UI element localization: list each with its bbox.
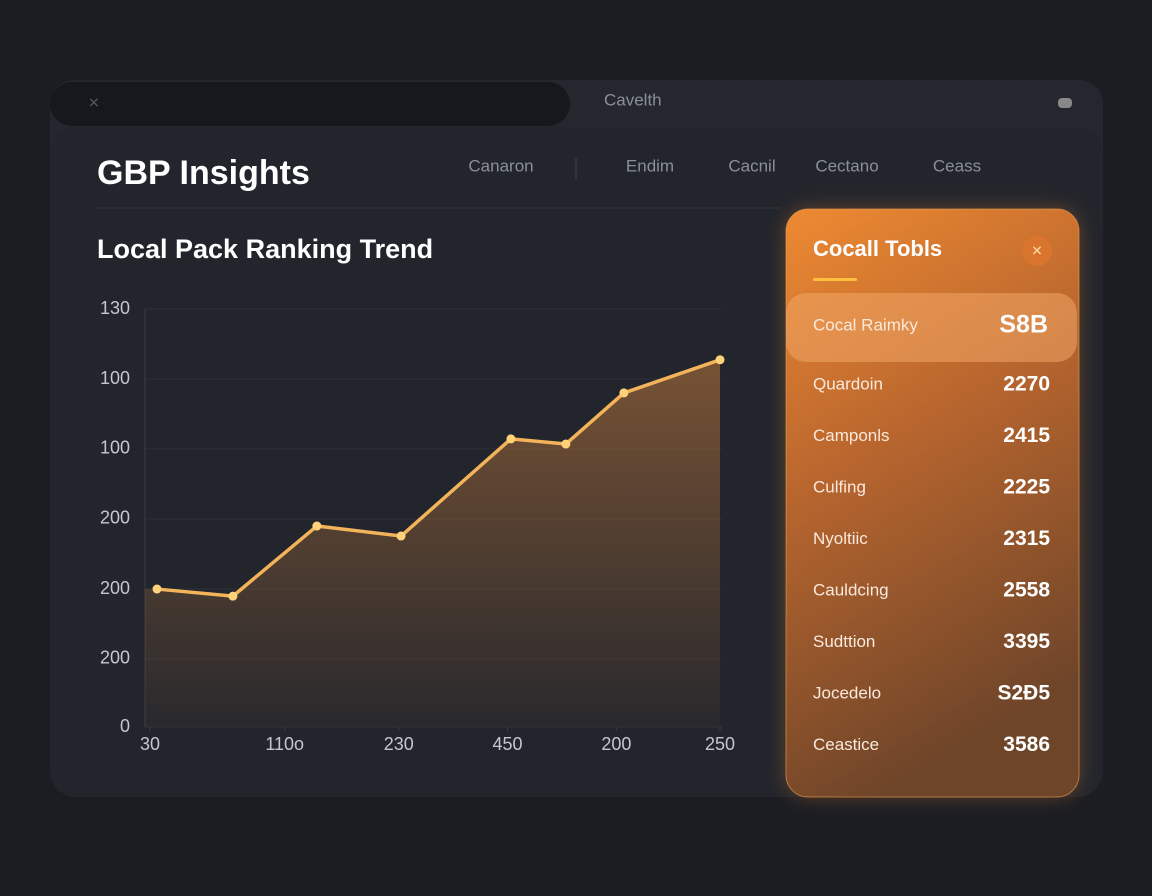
row-value: 2225 (1003, 476, 1050, 499)
x-tick-label: 110o (265, 734, 304, 754)
chart-title: Local Pack Ranking Trend (97, 234, 433, 264)
user-icon[interactable] (1058, 98, 1072, 108)
y-tick-label: 100 (100, 368, 130, 388)
row-name[interactable]: Camponls (813, 426, 890, 445)
point (152, 584, 162, 594)
row-name[interactable]: Cauldcing (813, 580, 889, 599)
x-tick-label: 230 (384, 734, 414, 754)
point (506, 434, 516, 444)
nav-item[interactable]: Endim (626, 156, 674, 175)
highlight-name: Cocal Raimky (813, 315, 918, 334)
close-icon: ✕ (1031, 243, 1043, 259)
row-name[interactable]: Quardoin (813, 374, 883, 393)
highlight-value: S8B (999, 311, 1048, 339)
close-button[interactable] (1022, 236, 1052, 266)
row-value: 2270 (1003, 373, 1050, 396)
area (145, 359, 720, 727)
point (715, 355, 725, 365)
row-value: 2415 (1003, 424, 1050, 447)
search-icon: ✕ (88, 95, 100, 111)
x-tick-label: 30 (140, 734, 160, 754)
nav-item[interactable]: Ceass (933, 156, 981, 175)
point (561, 439, 571, 449)
row-name[interactable]: Ceastice (813, 735, 879, 754)
panel-title: Cocall Tobls (813, 236, 942, 261)
nav-item[interactable]: Canaron (468, 156, 533, 175)
point (312, 521, 322, 531)
point (619, 388, 629, 398)
row-value: 2315 (1003, 527, 1050, 550)
point (396, 531, 406, 541)
point (228, 591, 238, 601)
x-tick-label: 450 (493, 734, 523, 754)
row-value: 2558 (1003, 579, 1050, 602)
x-tick-label: 200 (601, 734, 631, 754)
y-tick-label: 200 (100, 648, 130, 668)
rows: Quardoin 2270 Camponls 2415 Culfing 2225 Nyolt… (813, 373, 1050, 757)
x-tick-label: 250 (705, 734, 735, 754)
highlight-row[interactable] (786, 293, 1077, 362)
page-title: GBP Insights (97, 154, 310, 192)
nav-item[interactable]: Cectano (815, 156, 878, 175)
row-value: S2Ð5 (997, 682, 1050, 705)
y-tick-label: 0 (120, 716, 130, 736)
y-tick-label: 200 (100, 578, 130, 598)
row-name[interactable]: Sudttion (813, 632, 875, 651)
row-name[interactable]: Culfing (813, 477, 866, 496)
y-tick-label: 100 (100, 438, 130, 458)
search-label: Cavelth (604, 90, 662, 109)
search-bar[interactable] (50, 82, 570, 126)
row-value: 3395 (1003, 630, 1050, 653)
row-name[interactable]: Nyoltiic (813, 529, 868, 548)
row-value: 3586 (1003, 733, 1050, 756)
nav: Canaron Endim Cacnil Cectano Ceass (468, 156, 981, 175)
chart: 0 200 200 200 100 100 130 30 110o 230 450 200 250 (100, 298, 735, 754)
panel-underline (813, 278, 857, 281)
y-tick-label: 130 (100, 298, 130, 318)
nav-item[interactable]: Cacnil (728, 156, 775, 175)
line (156, 358, 721, 598)
y-tick-label: 200 (100, 508, 130, 528)
row-name[interactable]: Jocedelo (813, 683, 881, 702)
